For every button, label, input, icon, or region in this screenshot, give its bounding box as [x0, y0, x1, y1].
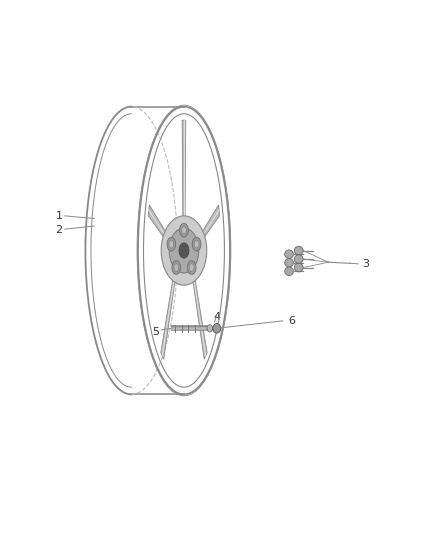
Circle shape: [213, 324, 221, 333]
Polygon shape: [197, 205, 220, 247]
Ellipse shape: [180, 223, 188, 237]
Text: 2: 2: [56, 225, 63, 235]
Text: 1: 1: [56, 211, 63, 221]
Ellipse shape: [167, 237, 176, 251]
Ellipse shape: [194, 240, 199, 248]
Ellipse shape: [174, 264, 179, 271]
Ellipse shape: [294, 246, 303, 255]
Polygon shape: [182, 120, 186, 230]
Ellipse shape: [189, 264, 194, 271]
Ellipse shape: [285, 267, 293, 276]
Polygon shape: [148, 205, 171, 247]
Polygon shape: [161, 265, 177, 359]
Ellipse shape: [161, 216, 207, 285]
Ellipse shape: [285, 259, 293, 267]
Ellipse shape: [192, 237, 201, 251]
Ellipse shape: [169, 228, 199, 273]
Ellipse shape: [181, 227, 186, 234]
Text: 5: 5: [152, 327, 159, 336]
Ellipse shape: [169, 240, 174, 248]
Ellipse shape: [285, 250, 293, 259]
Ellipse shape: [179, 243, 189, 258]
Ellipse shape: [187, 261, 196, 274]
Ellipse shape: [294, 255, 303, 263]
Text: 6: 6: [288, 316, 295, 326]
Ellipse shape: [172, 261, 180, 274]
Text: 4: 4: [213, 312, 220, 322]
Text: 3: 3: [362, 259, 369, 269]
Polygon shape: [191, 265, 207, 359]
Ellipse shape: [294, 263, 303, 272]
Ellipse shape: [207, 325, 212, 332]
